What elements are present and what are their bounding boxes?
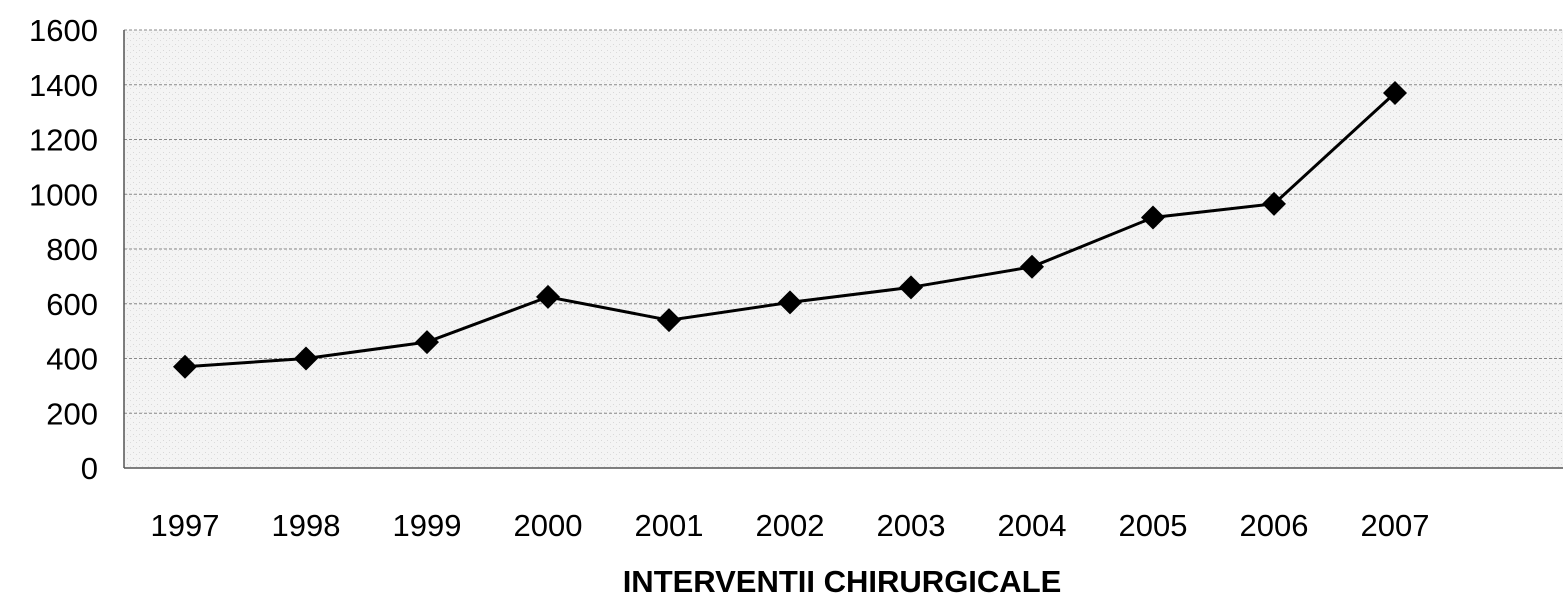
- x-tick-label: 2002: [756, 508, 825, 543]
- marker: [173, 354, 197, 379]
- y-tick-label: 0: [81, 451, 98, 486]
- marker: [415, 330, 439, 355]
- x-tick-label: 2004: [998, 508, 1067, 543]
- marker: [1383, 80, 1407, 105]
- y-tick-label: 1200: [29, 123, 98, 158]
- marker: [294, 346, 318, 371]
- y-tick-label: 1400: [29, 68, 98, 103]
- marker: [1020, 254, 1044, 279]
- marker: [657, 308, 681, 333]
- y-tick-label: 400: [46, 342, 98, 377]
- y-tick-label: 200: [46, 396, 98, 431]
- x-tick-label: 2001: [635, 508, 704, 543]
- x-tick-label: 1998: [272, 508, 341, 543]
- x-tick-label: 2000: [514, 508, 583, 543]
- chart-title: INTERVENTII CHIRURGICALE: [623, 564, 1062, 599]
- marker: [1141, 205, 1165, 230]
- y-tick-label: 1000: [29, 177, 98, 212]
- y-tick-label: 1600: [29, 13, 98, 48]
- y-tick-label: 600: [46, 287, 98, 322]
- marker: [778, 290, 802, 315]
- plot-area: [124, 30, 1563, 468]
- x-tick-label: 2005: [1119, 508, 1188, 543]
- x-tick-label: 1999: [393, 508, 462, 543]
- y-tick-label: 800: [46, 232, 98, 267]
- x-tick-label: 1997: [151, 508, 220, 543]
- x-tick-label: 2003: [877, 508, 946, 543]
- x-tick-label: 2006: [1240, 508, 1309, 543]
- x-tick-label: 2007: [1361, 508, 1430, 543]
- marker: [536, 284, 560, 309]
- marker: [1262, 191, 1286, 216]
- marker: [899, 275, 923, 300]
